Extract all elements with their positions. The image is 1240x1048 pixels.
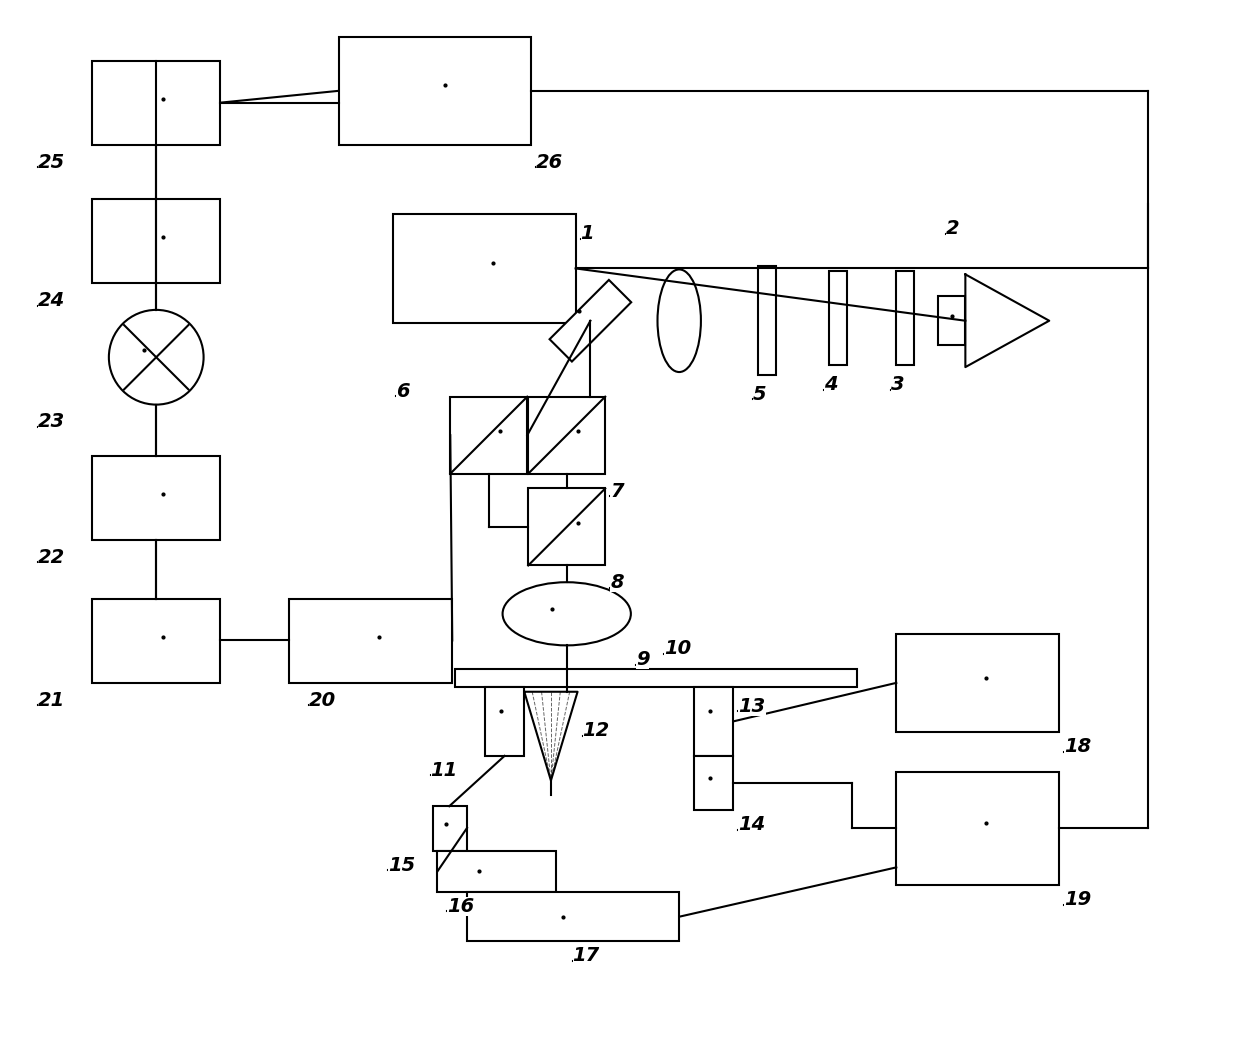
Text: 16: 16 — [448, 897, 475, 916]
Text: 9: 9 — [636, 651, 650, 670]
Text: 5: 5 — [753, 385, 766, 403]
Text: 11: 11 — [430, 761, 458, 780]
Text: 6: 6 — [396, 381, 409, 401]
Text: 1: 1 — [580, 224, 594, 243]
Ellipse shape — [502, 583, 631, 646]
Text: 21: 21 — [37, 691, 64, 709]
Text: 10: 10 — [665, 639, 692, 658]
Text: 8: 8 — [610, 573, 624, 592]
Text: 3: 3 — [892, 375, 905, 394]
Bar — [485, 686, 525, 756]
Text: 13: 13 — [738, 697, 765, 716]
Text: 26: 26 — [536, 153, 563, 172]
Bar — [433, 806, 467, 851]
Text: 12: 12 — [583, 721, 610, 740]
Bar — [897, 271, 914, 365]
Bar — [92, 599, 221, 683]
Bar — [289, 599, 453, 683]
Text: 2: 2 — [946, 219, 960, 238]
Text: 15: 15 — [388, 855, 415, 874]
Bar — [528, 488, 605, 566]
Text: 20: 20 — [309, 691, 336, 709]
Circle shape — [109, 310, 203, 405]
Bar — [897, 771, 1059, 886]
Text: 14: 14 — [738, 815, 765, 834]
Bar — [758, 266, 776, 375]
Text: 19: 19 — [1064, 890, 1091, 909]
Text: 18: 18 — [1064, 737, 1091, 757]
Bar — [455, 669, 857, 686]
Bar — [694, 686, 734, 756]
Ellipse shape — [657, 269, 701, 372]
Bar — [467, 892, 680, 941]
Text: 4: 4 — [825, 375, 838, 394]
Bar — [339, 37, 531, 145]
Text: 24: 24 — [37, 291, 64, 310]
Text: 25: 25 — [37, 153, 64, 172]
Text: 23: 23 — [37, 413, 64, 432]
Bar — [438, 851, 556, 892]
Bar — [694, 756, 734, 810]
Polygon shape — [549, 280, 631, 362]
Text: 17: 17 — [573, 946, 600, 965]
Bar — [830, 271, 847, 365]
Bar — [92, 61, 221, 145]
Bar — [937, 297, 966, 346]
Bar — [897, 634, 1059, 733]
Bar — [92, 456, 221, 540]
Text: 22: 22 — [37, 548, 64, 567]
Bar — [450, 397, 527, 474]
Bar — [393, 214, 575, 323]
Bar — [528, 397, 605, 474]
Text: 7: 7 — [610, 482, 624, 501]
Bar — [92, 199, 221, 283]
